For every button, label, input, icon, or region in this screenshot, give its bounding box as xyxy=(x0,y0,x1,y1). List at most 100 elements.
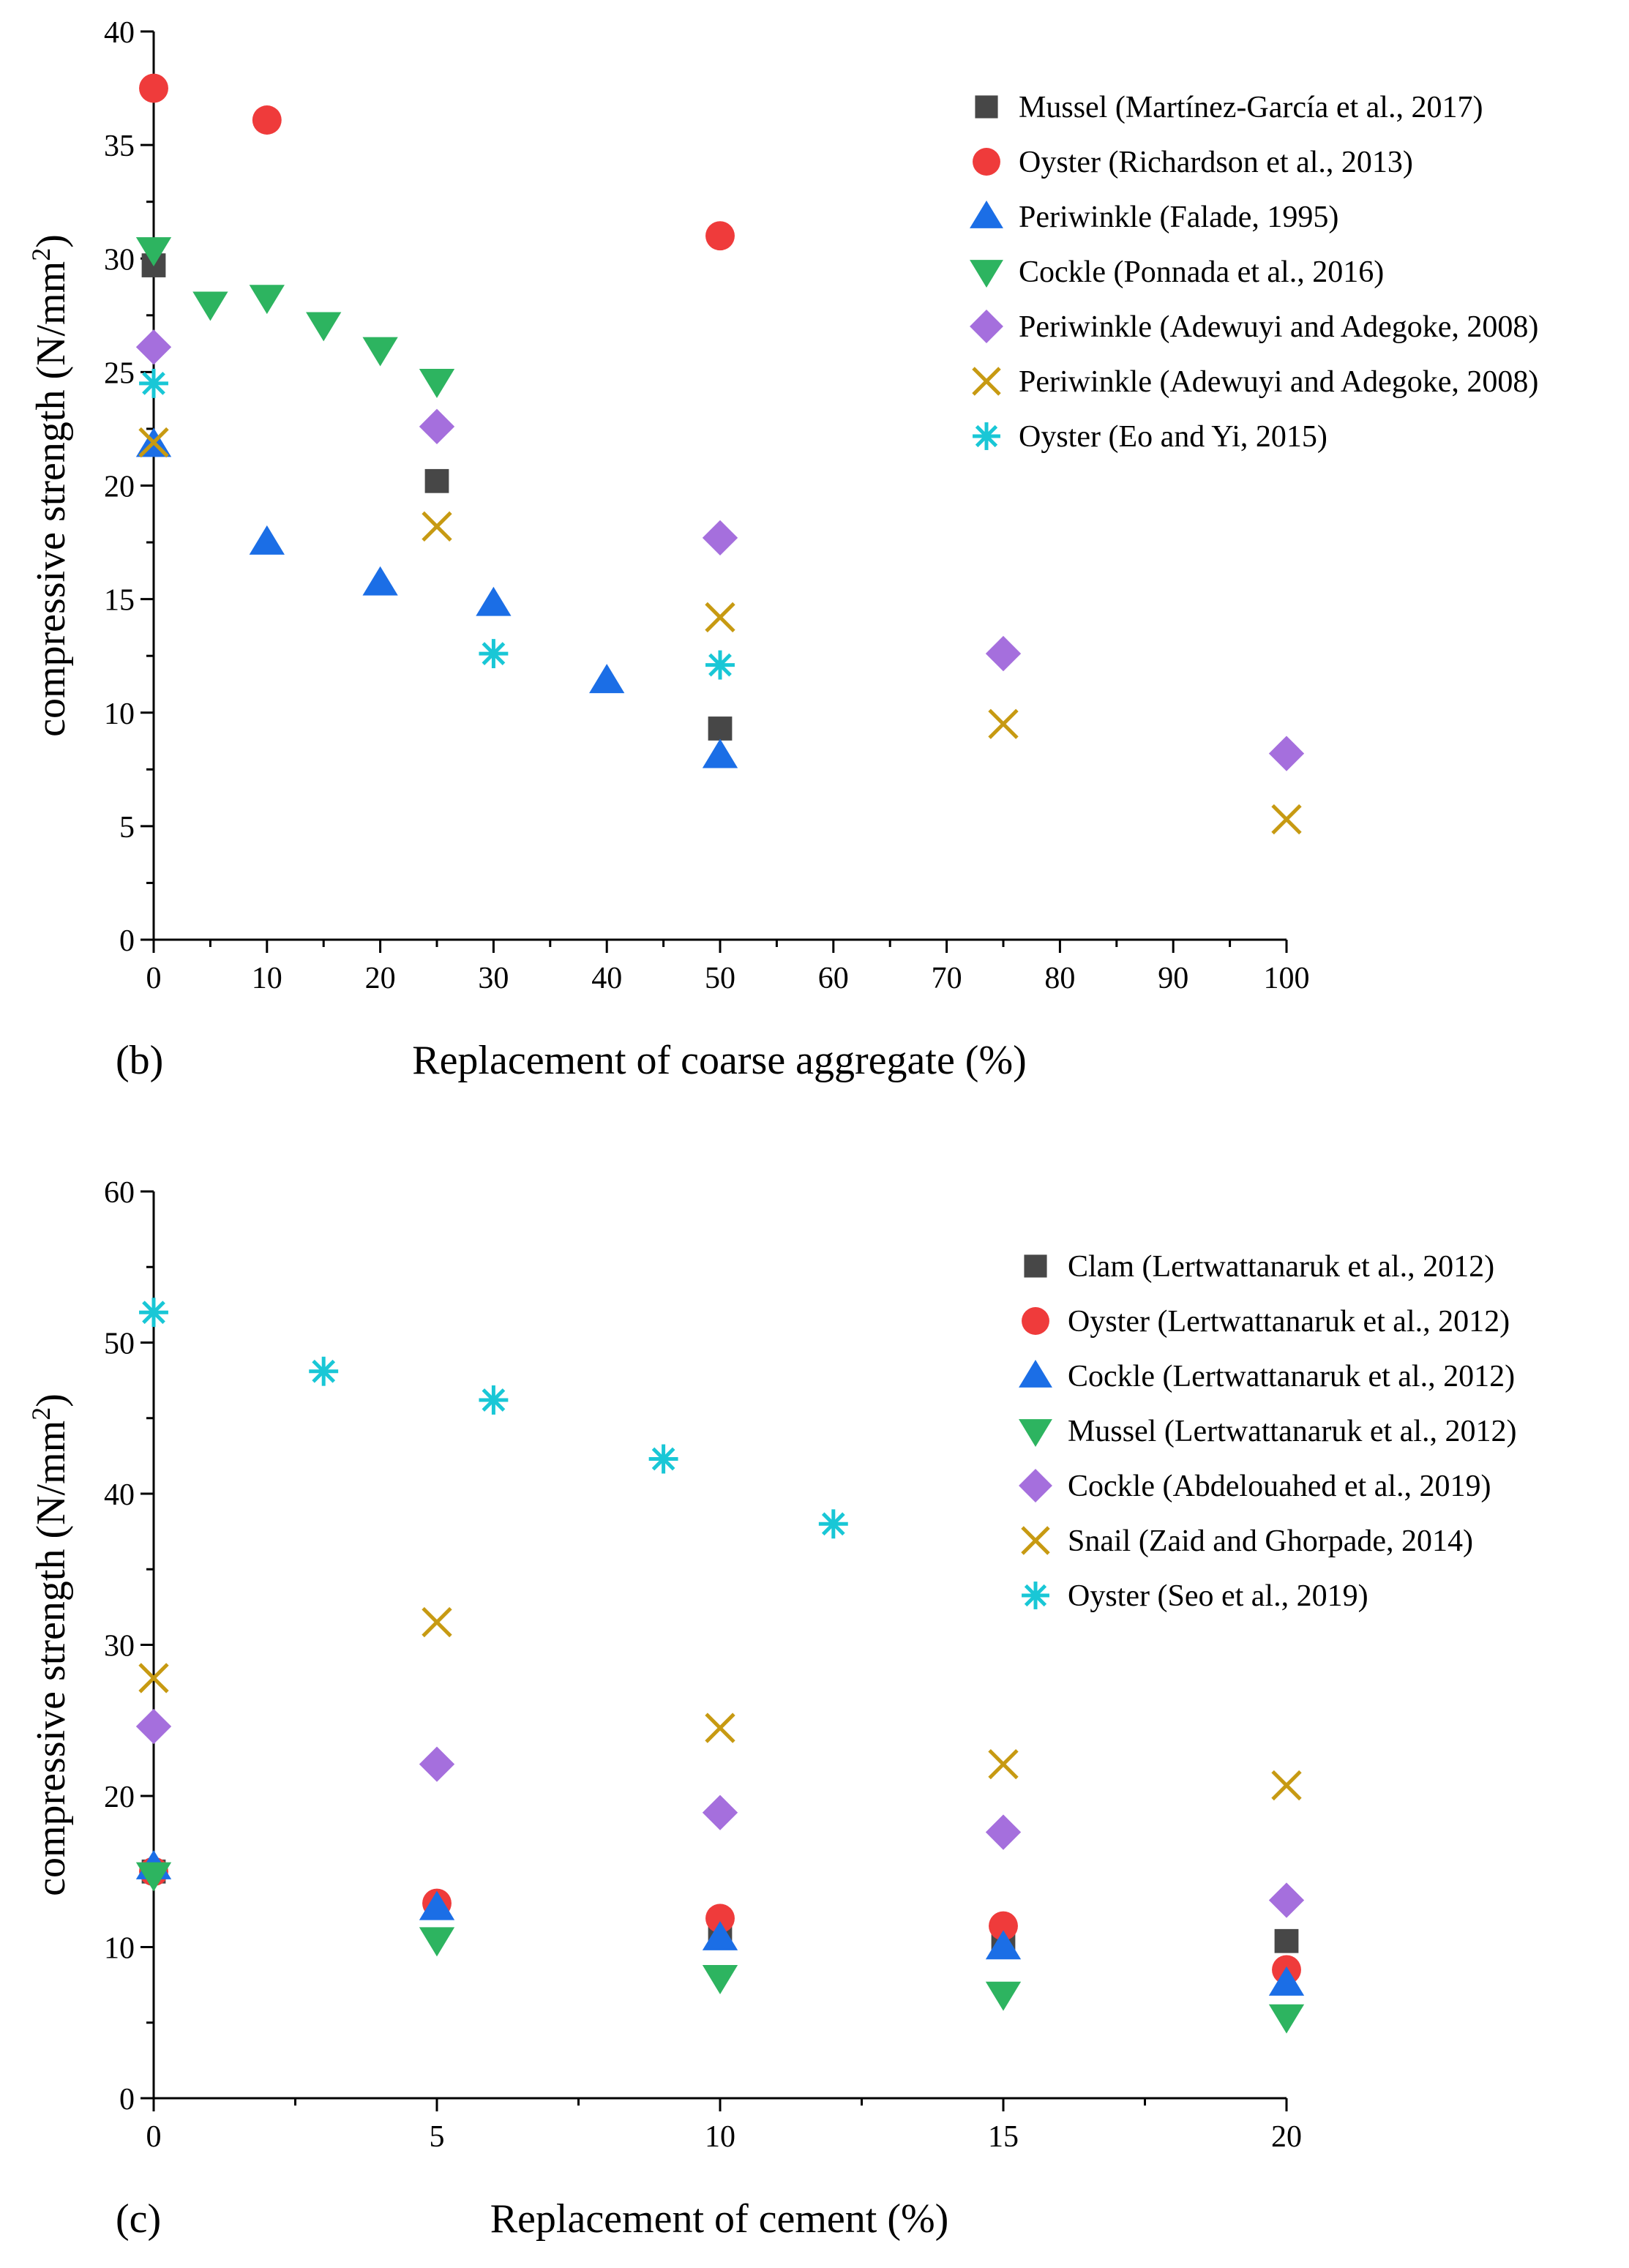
x-tick-label: 30 xyxy=(478,962,509,995)
x-tick-label: 90 xyxy=(1158,962,1188,995)
x-tick-label: 5 xyxy=(430,2120,445,2154)
y-tick-label: 60 xyxy=(104,1176,135,1210)
panel-c-y-axis-title-main: compressive strength (N/mm xyxy=(29,1421,74,1896)
panel-b-chart: 0 10 20 30 40 50 60 70 80 90 100 0510152025303540 … xyxy=(26,16,1538,1083)
data-point xyxy=(362,566,398,596)
legend-marker xyxy=(1024,1254,1047,1278)
y-tick-label: 0 xyxy=(119,2083,135,2117)
data-point xyxy=(702,1920,738,1950)
data-point xyxy=(419,1890,455,1920)
legend-label: Cockle (Abdelouahed et al., 2019) xyxy=(1068,1470,1491,1503)
data-point xyxy=(1271,804,1302,835)
panel-c-y-axis-title-end: ) xyxy=(29,1393,74,1407)
data-point xyxy=(479,1385,509,1415)
legend-marker xyxy=(975,95,998,119)
data-point xyxy=(985,1981,1022,2011)
series-4-points xyxy=(135,1708,1305,1918)
panel-b-y-axis-title-sup: 2 xyxy=(26,248,56,261)
series-5-points xyxy=(138,1606,1302,1801)
panel-b-label: (b) xyxy=(116,1038,163,1083)
panel-c-label: (c) xyxy=(116,2196,161,2242)
legend-item: Cockle (Ponnada et al., 2016) xyxy=(970,255,1384,289)
data-point xyxy=(989,1911,1018,1941)
legend-item: Oyster (Eo and Yi, 2015) xyxy=(973,420,1327,454)
y-tick-label: 20 xyxy=(104,1781,135,1814)
x-tick-label: 10 xyxy=(252,962,282,995)
y-tick-label: 35 xyxy=(104,130,135,163)
data-point xyxy=(138,427,169,458)
legend-label: Oyster (Lertwattanaruk et al., 2012) xyxy=(1068,1305,1510,1339)
data-point xyxy=(135,1708,172,1745)
x-tick-label: 50 xyxy=(705,962,735,995)
data-point xyxy=(309,1356,339,1386)
panel-c-data-points xyxy=(135,1298,1305,2034)
data-point xyxy=(139,1298,168,1328)
data-point xyxy=(479,639,509,669)
legend-label: Cockle (Lertwattanaruk et al., 2012) xyxy=(1068,1360,1515,1393)
x-tick-label: 20 xyxy=(365,962,396,995)
legend-marker xyxy=(1021,1526,1050,1555)
panel-c-y-axis-title: compressive strength (N/mm2) xyxy=(26,1393,74,1896)
legend-marker xyxy=(973,148,1000,176)
series-3-points xyxy=(135,237,455,398)
data-point xyxy=(192,291,228,321)
panel-b-y-axis-title-end: ) xyxy=(29,234,74,248)
y-tick-label: 25 xyxy=(104,356,135,390)
data-point xyxy=(419,408,455,444)
x-tick-label: 0 xyxy=(146,2120,162,2154)
panel-b-y-axis-title: compressive strength (N/mm2) xyxy=(26,234,74,737)
x-tick-label: 0 xyxy=(146,962,162,995)
data-point xyxy=(988,1748,1019,1780)
x-tick-label: 80 xyxy=(1044,962,1075,995)
legend-item: Cockle (Abdelouahed et al., 2019) xyxy=(1019,1469,1491,1503)
legend-label: Periwinkle (Adewuyi and Adegoke, 2008) xyxy=(1019,365,1538,399)
panel-c-plot-area: 0 5 10 15 20 0 10 20 30 40 50 60 xyxy=(104,1176,1305,2154)
data-point xyxy=(985,1814,1022,1850)
legend-item: Periwinkle (Adewuyi and Adegoke, 2008) xyxy=(970,310,1538,344)
legend-marker xyxy=(970,201,1003,228)
series-4-points xyxy=(135,329,1305,771)
panel-c-x-ticks: 0 5 10 15 20 xyxy=(146,2098,1302,2154)
legend-label: Oyster (Eo and Yi, 2015) xyxy=(1019,420,1327,454)
legend-label: Oyster (Seo et al., 2019) xyxy=(1068,1579,1368,1613)
data-point xyxy=(702,1965,738,1994)
legend-marker xyxy=(970,260,1003,288)
data-point xyxy=(1268,736,1305,771)
data-point xyxy=(818,1509,848,1539)
data-point xyxy=(135,237,172,266)
data-point xyxy=(424,468,449,493)
data-point xyxy=(419,1927,455,1957)
y-tick-label: 30 xyxy=(104,1630,135,1663)
data-point xyxy=(705,650,735,680)
legend-item: Oyster (Richardson et al., 2013) xyxy=(973,146,1413,179)
series-6-points xyxy=(139,368,735,680)
legend-label: Periwinkle (Adewuyi and Adegoke, 2008) xyxy=(1019,310,1538,344)
panel-c-y-ticks: 0 10 20 30 40 50 60 xyxy=(104,1176,154,2117)
data-point xyxy=(139,73,168,103)
data-point xyxy=(476,586,512,616)
data-point xyxy=(985,635,1022,672)
data-point xyxy=(1274,1928,1299,1953)
legend-item: Clam (Lertwattanaruk et al., 2012) xyxy=(1024,1250,1494,1284)
legend-label: Snail (Zaid and Ghorpade, 2014) xyxy=(1068,1524,1473,1558)
legend-item: Periwinkle (Adewuyi and Adegoke, 2008) xyxy=(972,365,1538,399)
y-tick-label: 40 xyxy=(104,1478,135,1512)
x-tick-label: 40 xyxy=(591,962,622,995)
data-point xyxy=(1268,2004,1305,2034)
panel-c-legend: Clam (Lertwattanaruk et al., 2012) Oyster… xyxy=(1019,1250,1516,1613)
series-3-points xyxy=(135,1862,1305,2034)
y-tick-label: 20 xyxy=(104,471,135,504)
legend-marker xyxy=(1019,1360,1052,1388)
data-point xyxy=(249,525,285,555)
y-tick-label: 15 xyxy=(104,584,135,618)
series-5-points xyxy=(138,427,1302,835)
data-point xyxy=(139,368,168,398)
data-point xyxy=(422,511,452,542)
y-tick-label: 5 xyxy=(119,811,135,845)
panel-b-x-axis-title: Replacement of coarse aggregate (%) xyxy=(412,1038,1027,1083)
panel-c-x-axis-title: Replacement of cement (%) xyxy=(490,2196,949,2242)
panel-b-x-ticks: 0 10 20 30 40 50 60 70 80 90 100 xyxy=(146,940,1310,995)
data-point xyxy=(252,105,282,135)
legend-item: Snail (Zaid and Ghorpade, 2014) xyxy=(1021,1524,1473,1558)
